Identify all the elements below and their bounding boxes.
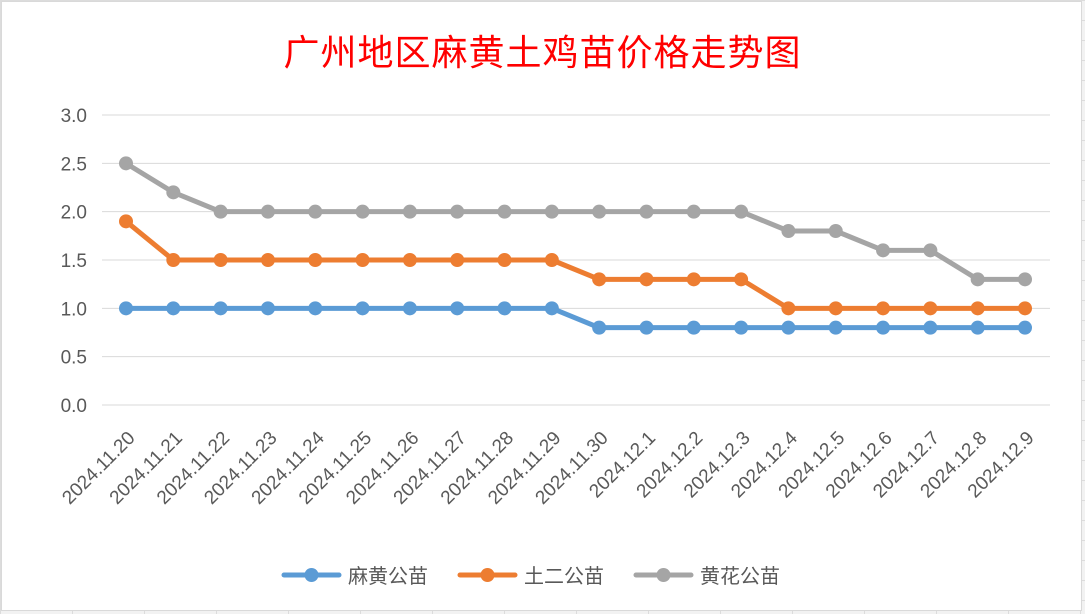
data-point [213,301,228,316]
data-point [781,224,796,238]
y-axis-ticks: 0.0 0.5 1.0 1.5 2.0 2.5 3.0 [61,106,87,417]
y-tick-label: 0.5 [61,348,87,369]
data-point [355,204,370,219]
data-point [876,301,891,316]
data-point [734,272,749,287]
data-point [260,301,275,316]
legend: 麻黄公苗 土二公苗 黄花公苗 [281,564,780,588]
legend-swatch-marker [656,568,671,582]
chart-title: 广州地区麻黄土鸡苗价格走势图 [283,33,802,74]
data-point [119,301,133,316]
data-point [1018,272,1032,287]
data-point [639,320,654,335]
data-point [639,204,654,219]
data-point [734,204,749,219]
data-point [166,185,181,200]
data-point [544,253,559,267]
data-point [686,272,701,287]
data-point [1018,320,1032,335]
data-point [308,253,323,267]
legend-item: 麻黄公苗 [281,564,428,588]
y-tick-label: 3.0 [61,106,87,127]
y-tick-label: 2.5 [61,154,87,175]
series-layer [119,156,1032,335]
data-point [686,204,701,219]
legend-item: 土二公苗 [457,564,604,588]
y-tick-label: 2.0 [61,203,87,224]
data-point [119,156,133,171]
data-point [166,301,181,316]
data-point [497,301,512,316]
legend-label: 麻黄公苗 [348,564,428,588]
data-point [734,320,749,335]
data-point [970,272,985,287]
legend-label: 土二公苗 [524,564,604,588]
data-point [308,204,323,219]
data-point [497,253,512,267]
data-point [497,204,512,219]
series-1 [119,301,1032,335]
data-point [213,253,228,267]
data-point [828,224,843,238]
data-point [355,301,370,316]
data-point [828,301,843,316]
legend-label: 黄花公苗 [700,564,780,588]
data-point [592,272,607,287]
data-point [450,204,465,219]
x-axis-ticks: 2024.11.202024.11.212024.11.222024.11.23… [58,427,1038,508]
data-point [402,301,417,316]
y-tick-label: 1.0 [61,299,87,320]
legend-item: 黄花公苗 [633,564,780,588]
legend-swatch-marker [304,568,319,582]
data-point [781,301,796,316]
legend-swatch-marker [480,568,495,582]
data-point [450,253,465,267]
data-point [592,320,607,335]
y-tick-label: 0.0 [61,396,87,417]
data-point [686,320,701,335]
data-point [355,253,370,267]
data-point [450,301,465,316]
data-point [544,204,559,219]
data-point [970,301,985,316]
data-point [923,301,938,316]
data-point [876,243,891,258]
data-point [213,204,228,219]
data-point [166,253,181,267]
data-point [1018,301,1032,316]
series-line [123,305,1028,331]
data-point [402,253,417,267]
data-point [592,204,607,219]
data-point [260,253,275,267]
y-tick-label: 1.5 [61,251,87,272]
data-point [308,301,323,316]
series-line [123,218,1028,311]
data-point [260,204,275,219]
data-point [876,320,891,335]
data-point [970,320,985,335]
data-point [781,320,796,335]
data-point [639,272,654,287]
series-line [123,160,1028,282]
data-point [828,320,843,335]
data-point [544,301,559,316]
data-point [923,320,938,335]
series-3 [119,156,1032,287]
series-2 [119,214,1032,316]
data-point [923,243,938,258]
data-point [402,204,417,219]
data-point [119,214,133,229]
